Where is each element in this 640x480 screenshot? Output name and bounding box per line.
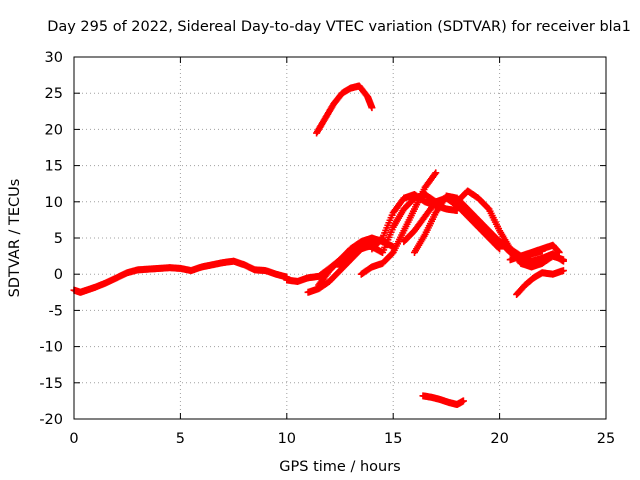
series-arc-13 [506,241,563,264]
y-tick-label: 15 [45,159,63,175]
y-tick-label: 20 [45,122,63,138]
y-tick-label: -10 [39,340,63,356]
y-tick-label: -20 [39,412,63,428]
x-tick-label: 0 [69,431,78,447]
series-arc-6 [357,169,440,278]
y-tick-label: 10 [45,195,63,211]
data-point-fill [377,235,385,243]
x-axis-title: GPS time / hours [279,459,400,475]
chart-title: Day 295 of 2022, Sidereal Day-to-day VTE… [47,19,631,35]
data-point [559,267,567,275]
series-arc-12 [513,267,567,298]
series-arc-8 [400,194,504,253]
tick-labels: 0 5 10 15 20 25 -20 -15 -10 -5 0 5 10 15 20 25 30 [39,50,615,447]
data-point [555,248,563,256]
y-tick-label: 5 [54,231,63,247]
y-axis-title: SDTVAR / TECUs [7,179,23,298]
x-tick-label: 20 [490,431,508,447]
grid-lines [74,57,606,419]
data-point-fill [431,170,439,178]
data-point [496,245,504,253]
data-point [432,169,440,177]
series-arc-1 [70,257,291,296]
series-arc-7 [368,191,461,253]
data-point [368,104,376,112]
x-tick-label: 25 [597,431,615,447]
series-arc-15 [419,392,467,409]
series-arc-14 [313,82,376,137]
y-tick-label: 0 [54,267,63,283]
x-tick-label: 15 [384,431,402,447]
x-tick-label: 10 [278,431,296,447]
y-tick-label: 25 [45,86,63,102]
data-point [459,397,467,405]
y-tick-label: 30 [45,50,63,66]
y-tick-label: -5 [49,303,63,319]
data-point [559,256,567,264]
series-arc-5 [336,191,440,271]
y-tick-label: -15 [39,376,63,392]
data-points [70,82,567,409]
axis-ticks [73,56,607,420]
data-point-fill [495,244,503,252]
x-tick-label: 5 [176,431,185,447]
